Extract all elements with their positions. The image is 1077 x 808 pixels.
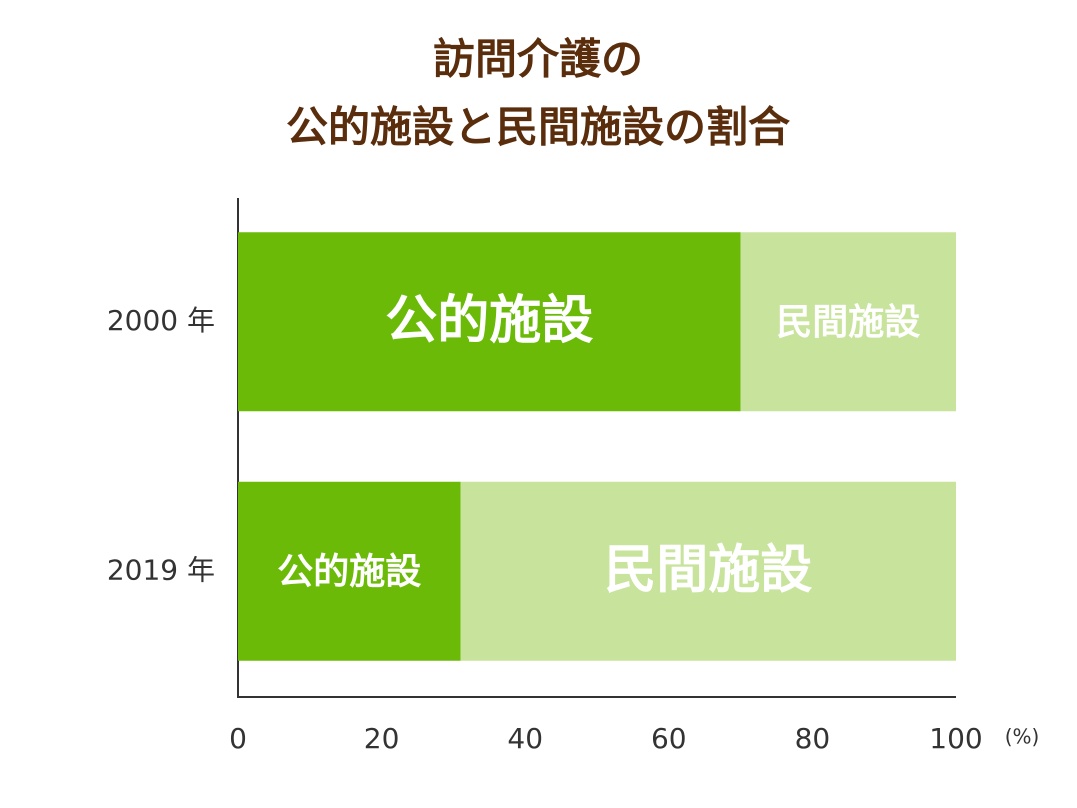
bar-segment (740, 232, 956, 412)
x-tick-label: 60 (651, 722, 687, 755)
x-tick-label: 40 (507, 722, 543, 755)
x-tick-label: 20 (364, 722, 400, 755)
bar-segment (238, 481, 461, 661)
x-tick-label: 80 (795, 722, 831, 755)
segment-label: 民間施設 (776, 302, 920, 343)
x-tick-label: 100 (929, 722, 982, 755)
chart-title: 公的施設と民間施設の割合 (286, 103, 790, 152)
y-tick-label: 2000 年 (107, 304, 215, 337)
segment-label: 公的施設 (277, 551, 421, 592)
y-tick-label: 2019 年 (107, 553, 215, 586)
x-tick-label: 0 (229, 722, 247, 755)
bar-segment (238, 232, 741, 412)
chart-title: 訪問介護の (433, 35, 643, 84)
x-axis-label: (%) (1005, 725, 1040, 749)
segment-label: 民間施設 (604, 540, 812, 600)
bar-segment (460, 481, 956, 661)
segment-label: 公的施設 (385, 291, 593, 351)
